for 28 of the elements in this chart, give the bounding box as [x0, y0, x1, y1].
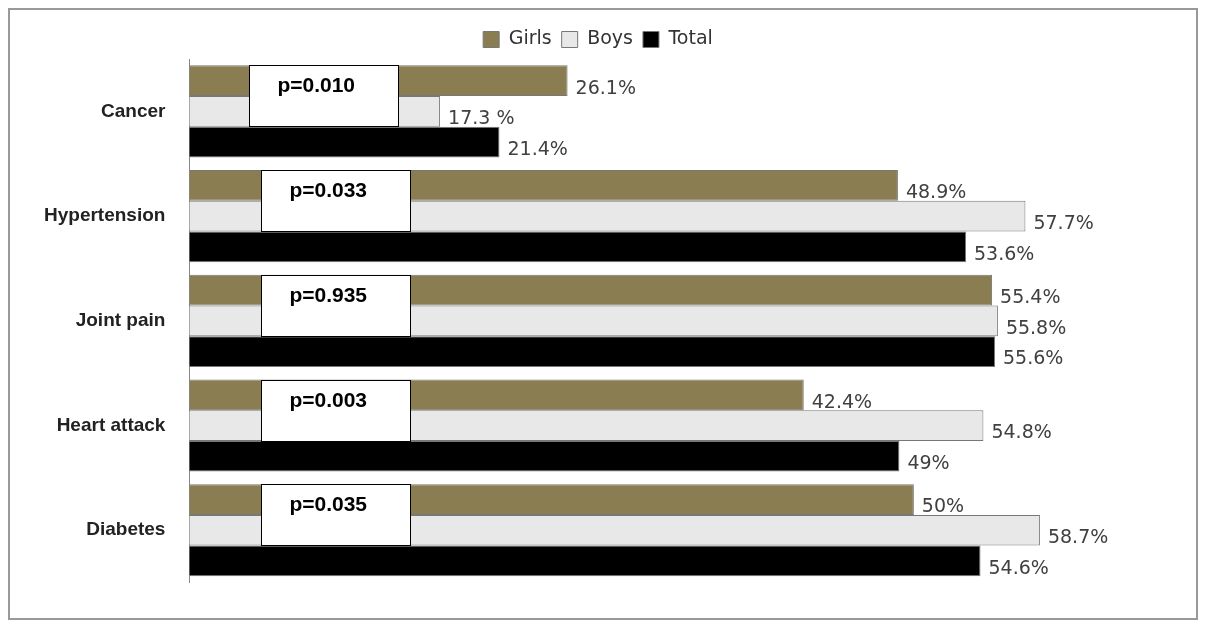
data-label: 55.6% — [1003, 346, 1064, 369]
legend-label: Boys — [587, 26, 633, 49]
y-tick-label: Cancer — [100, 99, 167, 121]
y-tick-label: Joint pain — [75, 309, 166, 331]
y-tick-label: Diabetes — [86, 518, 166, 540]
data-label: 54.8% — [991, 420, 1052, 443]
y-tick-label: Heart attack — [56, 413, 166, 435]
annotation: p=0.003 — [289, 387, 368, 412]
data-label: 55.4% — [1000, 285, 1061, 308]
annotation: p=0.033 — [289, 178, 368, 203]
data-label: 58.7% — [1047, 525, 1109, 548]
data-label: 21.4% — [507, 137, 568, 160]
data-label: 49% — [907, 451, 950, 474]
legend-label: Girls — [508, 26, 552, 49]
data-label: 42.4% — [811, 389, 873, 412]
annotation: p=0.010 — [277, 73, 356, 98]
data-label: 26.1% — [575, 75, 636, 98]
data-label: 50% — [921, 494, 965, 517]
data-label: 57.7% — [1033, 211, 1094, 234]
data-label: 17.3 % — [448, 106, 515, 129]
data-label: 54.6% — [988, 555, 1049, 578]
annotation: p=0.935 — [289, 282, 368, 307]
legend-label: Total — [667, 26, 713, 49]
data-label: 53.6% — [974, 241, 1035, 264]
y-tick-label: Hypertension — [43, 204, 166, 226]
data-label: 48.9% — [905, 180, 967, 203]
data-label: 55.8% — [1005, 315, 1067, 338]
annotation: p=0.035 — [289, 492, 368, 517]
